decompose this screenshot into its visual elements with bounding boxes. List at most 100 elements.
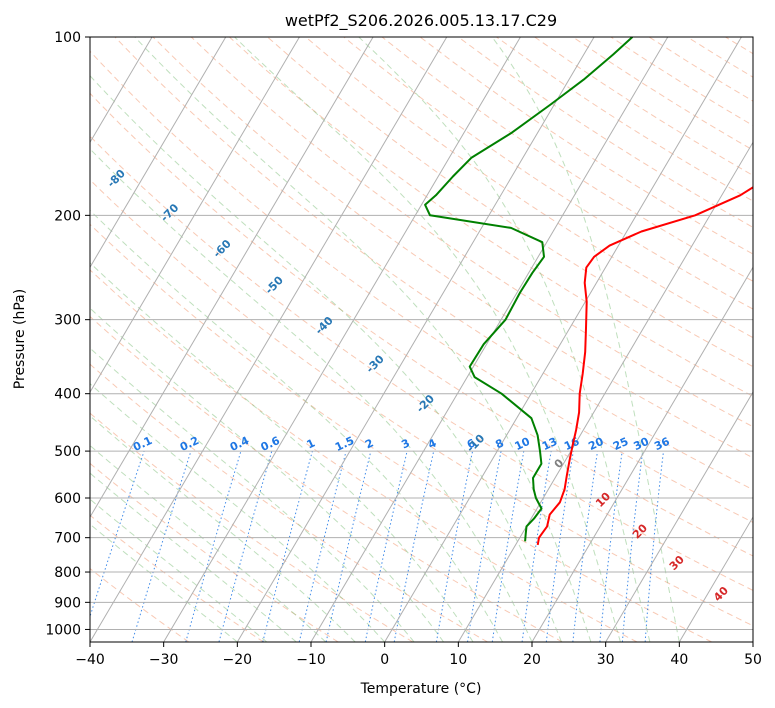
plot-frame xyxy=(89,36,754,643)
isotherm xyxy=(90,37,227,269)
x-tick-label: 50 xyxy=(744,652,762,668)
isotherm xyxy=(90,37,300,394)
isotherm xyxy=(384,37,742,642)
mixing-ratio-label: 36 xyxy=(652,435,672,453)
mixing-ratio-label: 4 xyxy=(426,436,439,451)
moist-adiabat xyxy=(90,148,533,642)
isotherm xyxy=(457,141,753,642)
isotherm-label: -50 xyxy=(263,273,286,296)
isotherm-label: -60 xyxy=(211,237,234,260)
moist-adiabat xyxy=(234,37,621,642)
dry-adiabat xyxy=(152,37,753,459)
dry-adiabat xyxy=(229,37,753,397)
series xyxy=(424,37,753,546)
dry-adiabat xyxy=(90,412,414,642)
moist-adiabat xyxy=(491,37,680,642)
moist-adiabat xyxy=(90,444,327,642)
moist-adiabat xyxy=(90,307,444,642)
mixing-ratio-line xyxy=(131,450,192,642)
y-tick-label: 1000 xyxy=(45,622,81,638)
dry-adiabat xyxy=(381,37,753,282)
dry-adiabat xyxy=(610,37,753,127)
isotherm xyxy=(605,391,753,642)
dry-adiabat xyxy=(648,37,753,102)
mixing-ratio-line xyxy=(364,450,408,642)
y-tick-label: 300 xyxy=(54,313,81,329)
mixing-ratio-line xyxy=(262,450,313,642)
isotherm xyxy=(310,37,669,642)
dry-adiabat xyxy=(90,363,488,642)
isotherm xyxy=(752,641,753,642)
x-tick-label: −20 xyxy=(223,652,253,668)
isotherm xyxy=(531,266,753,642)
isotherm-label: -40 xyxy=(313,314,336,337)
chart-title: wetPf2_S206.2026.005.13.17.C29 xyxy=(285,11,557,31)
moist-adiabat xyxy=(90,523,238,642)
grid xyxy=(0,37,753,642)
moist-adiabat xyxy=(90,383,386,642)
background-lines xyxy=(90,37,753,642)
isotherm-label: -30 xyxy=(364,352,387,375)
series-line-temperature xyxy=(536,186,753,546)
mixing-ratio-line xyxy=(491,451,525,642)
moist-adiabat xyxy=(90,347,415,642)
moist-adiabat xyxy=(90,262,474,642)
mixing-ratio-label: 20 xyxy=(586,435,606,453)
isotherm xyxy=(90,37,153,144)
isotherm xyxy=(236,37,595,642)
mixing-ratio-label: 13 xyxy=(540,435,559,453)
dry-adiabat-label: 10 xyxy=(593,490,613,510)
x-tick-label: 0 xyxy=(380,652,389,668)
x-tick-label: 30 xyxy=(597,652,615,668)
y-tick-label: 100 xyxy=(54,30,81,46)
isotherm-label: -70 xyxy=(158,201,181,224)
isotherm-label: -80 xyxy=(105,167,128,190)
mixing-ratio-label: 10 xyxy=(513,435,533,453)
mixing-ratio-line xyxy=(599,451,623,642)
dry-adiabat xyxy=(419,37,753,255)
series-line-dewpoint xyxy=(424,37,634,542)
isotherm xyxy=(163,37,521,642)
dry-adiabat-label: 20 xyxy=(630,521,650,541)
dry-adiabat xyxy=(90,315,563,642)
mixing-ratio-line xyxy=(572,451,598,642)
dry-adiabat-label: 40 xyxy=(711,584,731,604)
moist-adiabat xyxy=(90,75,562,642)
moist-adiabat xyxy=(358,37,651,642)
x-tick-label: 40 xyxy=(670,652,688,668)
isotherm xyxy=(678,516,753,642)
x-axis-label: Temperature (°C) xyxy=(360,681,482,697)
moist-adiabat xyxy=(90,472,297,642)
x-tick-label: −30 xyxy=(149,652,179,668)
y-tick-label: 600 xyxy=(54,491,81,507)
dry-adiabat xyxy=(267,37,753,368)
mixing-ratio-label: 25 xyxy=(611,435,630,453)
y-tick-label: 800 xyxy=(54,565,81,581)
mixing-ratio-line xyxy=(545,451,574,642)
mixing-ratio-line xyxy=(298,450,347,642)
dry-adiabat xyxy=(114,37,753,491)
moist-adiabat xyxy=(90,209,503,642)
y-axis: 100 200 300 400 500 600 700 800 900 1000 xyxy=(45,30,90,638)
mixing-ratio-label: 1 xyxy=(305,436,317,451)
moist-adiabat xyxy=(134,37,592,642)
mixing-ratio-line xyxy=(185,450,242,642)
dry-adiabat xyxy=(90,514,264,642)
y-tick-label: 400 xyxy=(54,387,81,403)
mixing-ratio-line xyxy=(90,450,145,618)
dry-adiabat xyxy=(305,37,753,339)
isotherm-label: -20 xyxy=(414,392,437,415)
mixing-ratio-line xyxy=(218,450,273,642)
isotherm xyxy=(0,37,5,642)
x-tick-label: −40 xyxy=(75,652,105,668)
x-tick-label: 10 xyxy=(449,652,467,668)
moist-adiabat xyxy=(90,415,356,642)
dry-adiabat xyxy=(458,37,753,228)
isotherm xyxy=(90,37,374,519)
dry-adiabat xyxy=(686,37,753,78)
dry-adiabat xyxy=(90,223,712,642)
x-axis: −40 −30 −20 −10 0 10 20 30 40 50 xyxy=(75,642,762,668)
isotherm-label: -90 xyxy=(54,127,77,150)
isotherm-label: -100 xyxy=(12,67,41,96)
